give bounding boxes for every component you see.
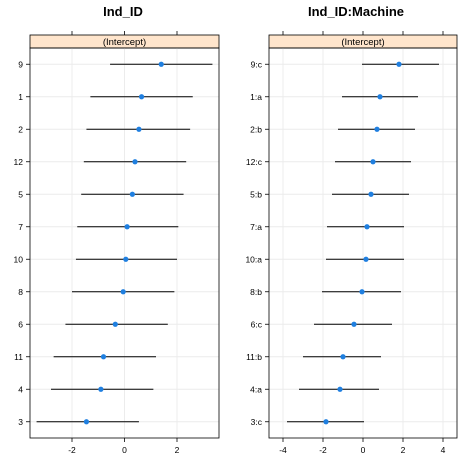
estimate-point — [112, 321, 118, 327]
x-tick-label: -2 — [319, 445, 327, 455]
y-tick-label: 8:b — [250, 287, 262, 297]
grid-lines — [269, 48, 457, 438]
y-tick-label: 4:a — [250, 384, 262, 394]
x-tick-label: 0 — [361, 445, 366, 455]
estimate-point — [83, 419, 90, 425]
y-tick-label: 1:a — [250, 92, 262, 102]
marks — [36, 61, 213, 425]
estimate-point — [132, 159, 138, 165]
estimate-point — [374, 126, 380, 132]
y-tick-label: 9:c — [251, 59, 263, 69]
y-tick-label: 6 — [18, 319, 23, 329]
x-tick-label: 0 — [122, 445, 127, 455]
y-tick-label: 12:c — [246, 157, 263, 167]
estimate-point — [364, 224, 370, 230]
y-tick-label: 5 — [18, 189, 23, 199]
estimate-point — [129, 191, 135, 197]
estimate-point — [340, 354, 346, 360]
x-tick-label: 4 — [441, 445, 446, 455]
y-tick-label: 11:b — [246, 352, 262, 362]
y-tick-label: 3:c — [251, 417, 263, 427]
y-tick-label: 2:b — [250, 124, 262, 134]
x-tick-label: 2 — [175, 445, 180, 455]
y-tick-label: 6:c — [251, 319, 263, 329]
y-tick-label: 10 — [14, 254, 24, 264]
grid-lines — [30, 48, 219, 438]
estimate-point — [351, 321, 357, 327]
axes: 9:c 1:a 2:b 12:c 5:b 7:a 10:a 8:b 6:c 11:b 4:a 3:c -… — [245, 31, 446, 455]
y-tick-label: 2 — [18, 124, 23, 134]
estimate-point — [158, 61, 164, 67]
y-tick-label: 11 — [14, 352, 23, 362]
estimate-point — [370, 159, 376, 165]
panel-ind-id-machine: Ind_ID:Machine (Intercept) 9:c 1:a 2:b 12:c… — [245, 4, 458, 455]
estimate-point — [363, 256, 369, 262]
estimate-point — [323, 419, 329, 425]
x-tick-label: -2 — [68, 445, 76, 455]
y-tick-label: 10:a — [245, 254, 262, 264]
estimate-point — [396, 61, 402, 67]
estimate-point — [123, 256, 129, 262]
panel-title-ind-id-machine: Ind_ID:Machine — [308, 4, 404, 19]
y-tick-label: 5:b — [250, 189, 262, 199]
estimate-point — [136, 126, 142, 132]
y-tick-label: 7:a — [250, 222, 262, 232]
estimate-point — [368, 191, 374, 197]
y-tick-label: 8 — [18, 287, 23, 297]
y-tick-label: 4 — [18, 384, 23, 394]
y-tick-label: 3 — [18, 417, 23, 427]
strip-label: (Intercept) — [341, 37, 384, 48]
strip-label: (Intercept) — [103, 37, 146, 48]
estimate-point — [138, 94, 145, 100]
marks — [287, 61, 439, 425]
y-tick-label: 7 — [18, 222, 23, 232]
estimate-point — [100, 354, 107, 360]
estimate-point — [337, 386, 343, 392]
estimate-point — [359, 289, 365, 295]
x-tick-label: 2 — [401, 445, 406, 455]
y-tick-label: 1 — [18, 92, 23, 102]
y-tick-label: 9 — [18, 59, 23, 69]
estimate-point — [120, 289, 126, 295]
estimate-point — [124, 224, 130, 230]
y-tick-label: 12 — [14, 157, 24, 167]
panel-title-ind-id: Ind_ID — [103, 4, 143, 19]
estimate-point — [377, 94, 383, 100]
estimate-point — [98, 386, 104, 392]
x-tick-label: -4 — [279, 445, 287, 455]
